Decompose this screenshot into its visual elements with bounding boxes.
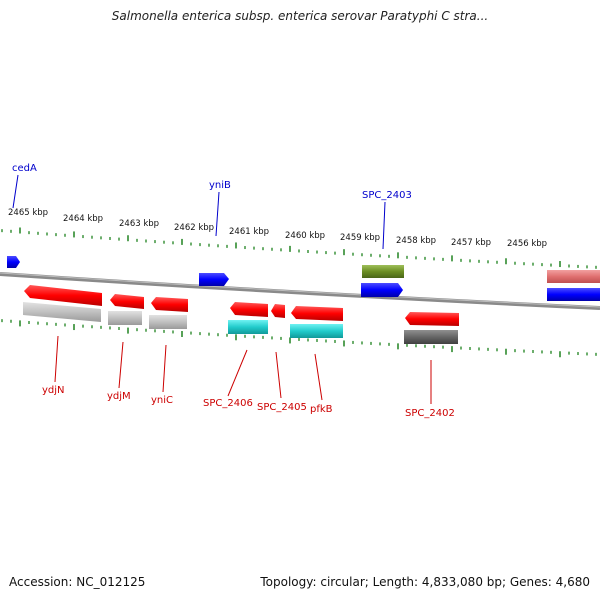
gene-ydjM[interactable] <box>110 294 144 309</box>
gene-pfkB[interactable] <box>291 306 343 321</box>
gene-label-yniB[interactable]: yniB <box>209 180 231 191</box>
gene-right-feature[interactable] <box>547 270 600 283</box>
kbp-label: 2465 kbp <box>8 208 48 218</box>
kbp-label: 2460 kbp <box>285 231 325 241</box>
kbp-labels: 2465 kbp 2464 kbp 2463 kbp 2462 kbp 2461… <box>8 208 547 249</box>
gene-label-pfkB[interactable]: pfkB <box>310 404 333 415</box>
gene-label-yniC[interactable]: yniC <box>151 395 173 406</box>
bottom-leader-lines <box>54 335 432 404</box>
gene-cedA[interactable] <box>7 256 20 268</box>
genome-title: Salmonella enterica subsp. enterica sero… <box>111 9 489 23</box>
gene-label-SPC_2405[interactable]: SPC_2405 <box>257 402 307 413</box>
gene-SPC_2402[interactable] <box>405 312 459 326</box>
kbp-label: 2464 kbp <box>63 214 103 224</box>
gene-label-ydjN[interactable]: ydjN <box>42 385 65 396</box>
gene-label-SPC_2406[interactable]: SPC_2406 <box>203 398 253 409</box>
gene-label-ydjM[interactable]: ydjM <box>107 391 131 402</box>
kbp-label: 2459 kbp <box>340 233 380 243</box>
gene-right-blue[interactable] <box>547 288 600 301</box>
gene-SPC_2405[interactable] <box>271 304 285 318</box>
top-gene-labels: cedA yniB SPC_2403 <box>12 163 412 201</box>
gene-yniC[interactable] <box>151 297 188 312</box>
gene-yniC-feature[interactable] <box>149 315 187 329</box>
gene-label-SPC_2402[interactable]: SPC_2402 <box>405 408 455 419</box>
kbp-label: 2458 kbp <box>396 236 436 246</box>
topology-summary: Topology: circular; Length: 4,833,080 bp… <box>260 575 590 589</box>
accession-text: Accession: NC_012125 <box>9 575 146 589</box>
gene-ydjN-feature[interactable] <box>23 302 101 322</box>
kbp-label: 2463 kbp <box>119 219 159 229</box>
gene-SPC_2402-feature[interactable] <box>404 330 458 344</box>
gene-pfkB-feature[interactable] <box>290 324 343 338</box>
gene-SPC_2406-feature[interactable] <box>228 320 268 334</box>
gene-ydjM-feature[interactable] <box>108 311 142 325</box>
gene-yniB[interactable] <box>199 273 229 286</box>
bottom-gene-labels: ydjN ydjM yniC SPC_2406 SPC_2405 pfkB SP… <box>42 385 455 419</box>
gene-SPC_2406[interactable] <box>230 302 268 317</box>
top-leader-lines <box>12 174 386 250</box>
gene-SPC_2403-feature[interactable] <box>362 265 404 278</box>
inner-tick-ring <box>1 319 597 358</box>
gene-label-cedA[interactable]: cedA <box>12 163 37 174</box>
gene-label-SPC_2403[interactable]: SPC_2403 <box>362 190 412 201</box>
kbp-label: 2456 kbp <box>507 239 547 249</box>
genome-backbone <box>0 272 600 310</box>
gene-SPC_2403[interactable] <box>361 283 403 297</box>
backbone-highlight <box>0 272 600 308</box>
kbp-label: 2457 kbp <box>451 238 491 248</box>
outer-tick-ring <box>1 227 597 269</box>
gene-ydjN[interactable] <box>24 285 102 306</box>
kbp-label: 2462 kbp <box>174 223 214 233</box>
kbp-label: 2461 kbp <box>229 227 269 237</box>
